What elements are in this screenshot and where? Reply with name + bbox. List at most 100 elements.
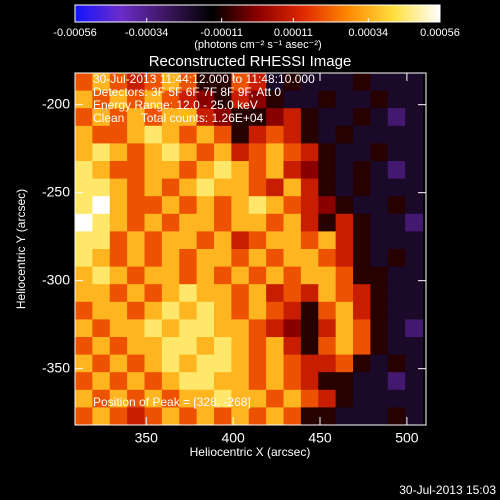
pixel — [248, 372, 267, 391]
pixel — [75, 389, 93, 408]
pixel — [231, 284, 250, 303]
pixel — [196, 125, 215, 144]
pixel — [109, 161, 128, 180]
pixel — [335, 389, 354, 408]
pixel — [127, 231, 146, 250]
pixel — [248, 196, 267, 215]
pixel — [300, 90, 319, 109]
pixel — [231, 213, 250, 232]
pixel — [353, 213, 371, 232]
pixel — [161, 143, 180, 162]
pixel — [283, 266, 302, 285]
pixel — [214, 284, 232, 303]
pixel — [231, 90, 250, 109]
pixel — [283, 301, 302, 320]
pixel — [353, 337, 371, 356]
pixel — [196, 196, 215, 215]
pixel — [387, 125, 406, 144]
pixel — [248, 161, 267, 180]
pixel — [283, 196, 302, 215]
pixel — [144, 161, 163, 180]
pixel — [318, 389, 337, 408]
pixel — [266, 143, 285, 162]
pixel — [266, 407, 285, 425]
pixel — [179, 266, 198, 285]
pixel — [370, 337, 389, 356]
pixel — [144, 389, 163, 408]
pixel — [75, 125, 93, 144]
pixel — [387, 407, 406, 425]
pixel — [75, 266, 93, 285]
pixel — [127, 90, 146, 109]
pixel — [387, 372, 406, 391]
pixel — [283, 90, 302, 109]
pixel — [300, 337, 319, 356]
pixel — [266, 389, 285, 408]
pixel — [127, 284, 146, 303]
pixel — [179, 319, 198, 338]
pixel — [318, 161, 337, 180]
pixel — [318, 196, 337, 215]
pixel — [196, 319, 215, 338]
pixel — [92, 143, 111, 162]
pixel — [370, 90, 389, 109]
pixel — [266, 178, 285, 197]
pixel — [335, 249, 354, 268]
pixel — [109, 319, 128, 338]
pixel — [196, 266, 215, 285]
pixel — [161, 407, 180, 425]
pixel — [353, 249, 371, 268]
pixel — [179, 90, 198, 109]
pixel — [318, 108, 337, 127]
pixel — [231, 231, 250, 250]
pixel — [75, 196, 93, 215]
pixel — [179, 372, 198, 391]
pixel — [248, 319, 267, 338]
pixel — [335, 354, 354, 373]
pixel — [300, 284, 319, 303]
pixel — [109, 301, 128, 320]
pixel — [335, 213, 354, 232]
pixel — [231, 266, 250, 285]
pixel — [387, 231, 406, 250]
pixel — [300, 73, 319, 92]
annotation: Detectors: 3F 5F 6F 7F 8F 9F, Att 0 — [93, 85, 281, 99]
pixel — [196, 284, 215, 303]
pixel — [283, 389, 302, 408]
pixel — [405, 301, 424, 320]
pixel — [248, 108, 267, 127]
pixel — [144, 213, 163, 232]
pixel — [370, 231, 389, 250]
pixel — [318, 73, 337, 92]
pixel — [75, 354, 93, 373]
pixel — [92, 266, 111, 285]
pixel — [92, 249, 111, 268]
pixel — [266, 73, 285, 92]
pixel — [318, 354, 337, 373]
pixel — [231, 108, 250, 127]
pixel — [196, 178, 215, 197]
pixel — [231, 143, 250, 162]
pixel — [231, 178, 250, 197]
pixel — [75, 213, 93, 232]
colorbar-tick-label: -0.00011 — [200, 27, 243, 39]
pixel — [231, 73, 250, 92]
pixel — [127, 196, 146, 215]
pixel — [92, 108, 111, 127]
pixel — [405, 354, 424, 373]
pixel — [405, 178, 424, 197]
x-tick-label: 450 — [308, 430, 332, 446]
pixel — [127, 125, 146, 144]
pixel — [214, 266, 232, 285]
timestamp: 30-Jul-2013 15:03 — [399, 483, 496, 497]
pixel — [353, 319, 371, 338]
chart-title: Reconstructed RHESSI Image — [149, 53, 352, 70]
colorbar-tick-label: 0.00056 — [420, 27, 460, 39]
pixel — [196, 73, 215, 92]
pixel — [196, 161, 215, 180]
pixel — [214, 389, 232, 408]
x-tick-label: 350 — [135, 430, 159, 446]
pixel — [127, 108, 146, 127]
pixel — [75, 319, 93, 338]
pixel — [161, 161, 180, 180]
